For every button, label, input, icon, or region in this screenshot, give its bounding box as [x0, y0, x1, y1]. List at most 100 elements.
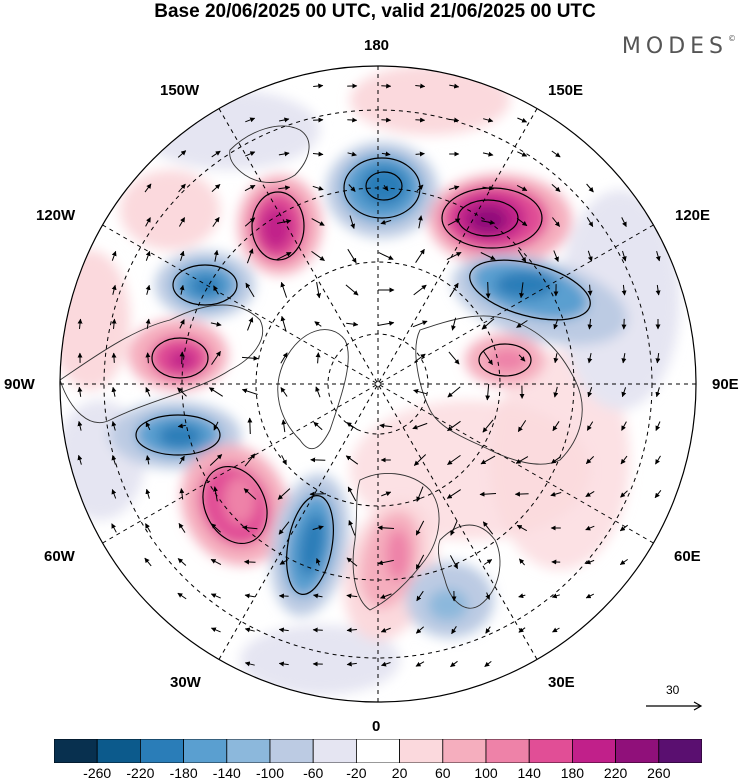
wind-arrow — [551, 150, 561, 158]
wind-arrow — [242, 525, 258, 531]
lon-label-120e: 120E — [675, 207, 711, 224]
wind-arrow — [111, 352, 117, 363]
wind-arrow — [312, 151, 324, 157]
wind-arrow — [553, 353, 559, 364]
colorbar-tick-label: -140 — [212, 765, 241, 781]
wind-arrow — [208, 387, 223, 397]
wind-arrow — [177, 558, 187, 566]
wind-arrow — [313, 83, 324, 89]
wind-arrow — [311, 218, 325, 226]
wind-arrow — [587, 352, 593, 364]
contour-line — [365, 171, 403, 201]
wind-arrow — [278, 521, 290, 535]
coastline-siberia — [415, 315, 583, 465]
colorbar-swatch — [658, 739, 702, 763]
wind-arrow — [211, 350, 221, 365]
weak-positive-area — [60, 250, 130, 390]
wind-arrow — [210, 558, 222, 566]
wind-arrow — [77, 318, 83, 329]
wind-arrow — [585, 559, 595, 565]
wind-arrow — [447, 386, 461, 398]
positive-anomaly-center — [260, 206, 292, 250]
wind-arrow — [553, 318, 559, 330]
wind-arrow — [245, 282, 255, 298]
wind-arrow — [349, 215, 356, 229]
wind-arrow — [315, 558, 321, 566]
wind-arrow — [412, 320, 428, 328]
wind-arrow — [77, 386, 83, 397]
wind-arrow — [655, 284, 661, 296]
lon-label-120w: 120W — [36, 207, 76, 224]
wind-arrow — [585, 490, 595, 498]
wind-arrow — [145, 523, 151, 533]
wind-arrow — [485, 626, 491, 634]
wind-arrow — [551, 184, 561, 192]
wind-vectors — [77, 83, 662, 668]
wind-arrow — [415, 248, 425, 263]
wind-arrow — [621, 387, 627, 398]
wind-arrow — [519, 282, 525, 299]
colorbar-tick-label: 180 — [560, 765, 585, 781]
wind-arrow — [276, 251, 292, 261]
wind-arrow — [449, 555, 459, 570]
lon-label-180: 180 — [364, 37, 390, 54]
wind-arrow — [177, 150, 187, 158]
wind-arrow — [415, 661, 425, 667]
wind-arrow — [278, 185, 291, 191]
wind-arrow — [480, 455, 496, 465]
wind-arrow — [587, 284, 593, 296]
wind-arrow — [413, 284, 427, 296]
wind-arrow — [313, 593, 323, 599]
contour-line — [202, 465, 268, 545]
copyright-mark: © — [728, 34, 736, 43]
wind-arrow — [111, 489, 117, 499]
colorbar-tick-label: -60 — [303, 765, 324, 781]
wind-arrow — [517, 420, 527, 433]
wind-arrow — [77, 454, 83, 465]
wind-arrow — [553, 250, 559, 262]
positive-anomaly-center — [468, 206, 508, 234]
wind-arrow — [446, 251, 462, 261]
wind-arrow — [210, 627, 221, 633]
wind-arrow — [518, 593, 526, 599]
wind-arrow — [145, 455, 151, 465]
wind-arrow — [312, 525, 324, 531]
wind-arrow — [380, 627, 391, 633]
wind-arrow — [346, 422, 358, 430]
wind-arrow — [620, 455, 628, 465]
colorbar-swatch — [399, 739, 444, 763]
wind-arrow — [177, 592, 187, 600]
wind-arrow — [145, 352, 151, 364]
colorbar-tick-label: -100 — [255, 765, 285, 781]
wind-arrow — [278, 627, 289, 633]
wind-arrow — [381, 151, 391, 157]
coastline-alaska — [229, 125, 310, 183]
wind-arrow — [212, 216, 220, 227]
lon-label-30e: 30E — [548, 674, 575, 691]
wind-arrow — [619, 524, 629, 532]
wind-arrow — [517, 249, 527, 263]
colorbar-tick-label: -20 — [346, 765, 367, 781]
wind-arrow — [111, 318, 117, 329]
colorbar-tick-label: 20 — [391, 765, 408, 781]
meridian-line — [102, 224, 654, 544]
wind-arrow — [518, 627, 526, 633]
wind-arrow — [450, 660, 458, 668]
wind-arrow — [620, 490, 628, 498]
wind-arrow — [347, 486, 357, 502]
wind-arrow — [516, 217, 528, 227]
colorbar-tick-label: 140 — [517, 765, 541, 781]
wind-arrow — [416, 590, 424, 602]
meridian-line — [218, 108, 538, 660]
wind-arrow — [144, 183, 152, 193]
wind-arrow — [245, 117, 256, 123]
colorbar-swatch — [183, 739, 228, 763]
wind-arrow — [449, 83, 460, 89]
colorbar-tick-label: 60 — [435, 765, 451, 781]
wind-arrow — [621, 217, 627, 228]
wind-arrow — [241, 388, 258, 395]
wind-arrow — [586, 421, 594, 431]
map-boundary — [59, 65, 697, 703]
wind-arrow — [280, 352, 288, 364]
wind-arrow — [519, 558, 525, 566]
